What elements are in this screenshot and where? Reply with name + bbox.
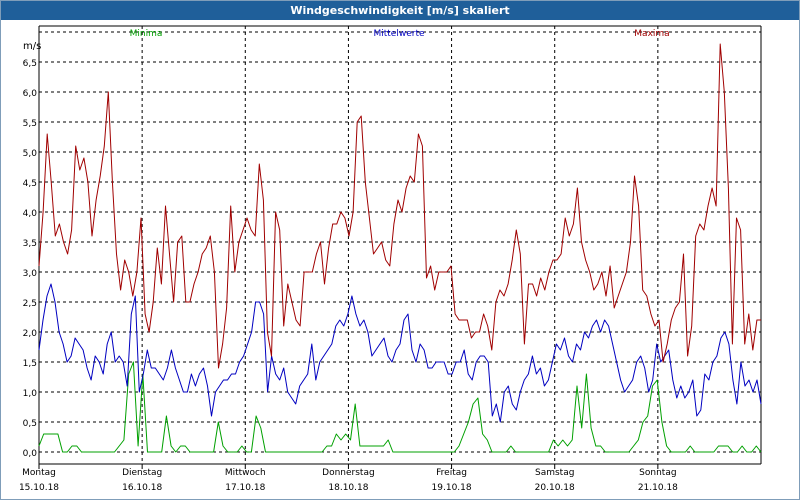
x-tick-date-label: 20.10.18 [535,483,575,493]
y-axis-ticks: 0,0 0,5 1,0 1,5 2,0 2,5 3,0 3,5 4,0 4,5 5,0 5,5 6,0 6… [23,59,38,459]
y-tick-label: 5,0 [23,149,38,159]
x-tick-day-label: Samstag [535,468,574,478]
x-tick-day-label: Donnerstag [322,468,375,478]
y-tick-label: 1,0 [23,389,38,399]
y-tick-label: 4,5 [23,179,37,189]
x-tick-day-label: Freitag [436,468,467,478]
x-tick-day-label: Dienstag [122,468,162,478]
y-tick-label: 6,5 [23,59,37,69]
x-tick-date-label: 15.10.18 [19,483,59,493]
x-tick-date-label: 18.10.18 [328,483,368,493]
legend: Minima Mittelwerte Maxima [130,29,670,39]
y-axis-label: m/s [23,41,41,52]
legend-entry: Mittelwerte [373,29,424,39]
series-lines [38,43,762,453]
x-tick-date-label: 21.10.18 [638,483,678,493]
x-axis-ticks: Montag 15.10.18 Dienstag 16.10.18 Mittwoch 17… [19,464,678,493]
x-tick-day-label: Sonntag [639,468,676,478]
y-tick-label: 1,5 [23,359,37,369]
x-tick-date-label: 16.10.18 [122,483,162,493]
y-tick-label: 5,5 [23,119,37,129]
y-tick-label: 3,5 [23,239,37,249]
y-tick-label: 3,0 [23,269,38,279]
x-tick-date-label: 17.10.18 [225,483,265,493]
series-line [38,283,762,423]
series-line [38,361,762,453]
wind-speed-chart: 0,0 0,5 1,0 1,5 2,0 2,5 3,0 3,5 4,0 4,5 5,0 5,5 6,0 6… [19,25,762,493]
x-tick-day-label: Mittwoch [225,468,266,478]
y-tick-label: 0,0 [23,449,38,459]
y-tick-label: 2,0 [23,329,38,339]
legend-entry: Maxima [634,29,669,39]
chart-title: Windgeschwindigkeit [m/s] skaliert [1,1,799,20]
x-tick-day-label: Montag [22,468,56,478]
gridlines [39,26,761,464]
x-tick-date-label: 19.10.18 [432,483,472,493]
y-tick-label: 6,0 [23,89,38,99]
y-tick-label: 0,5 [23,419,37,429]
y-tick-label: 4,0 [23,209,38,219]
legend-entry: Minima [130,29,163,39]
series-line [38,43,761,369]
y-tick-label: 2,5 [23,299,37,309]
